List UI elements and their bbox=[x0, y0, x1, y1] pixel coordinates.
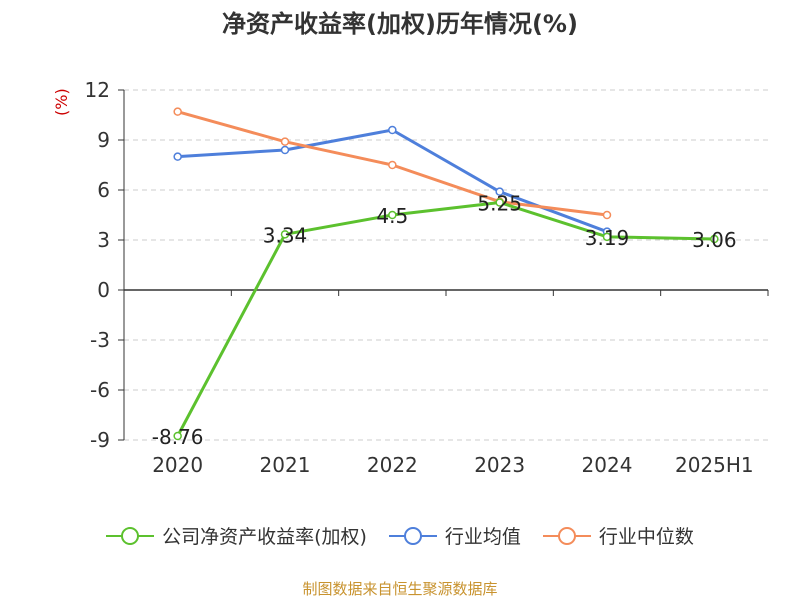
data-point bbox=[173, 431, 182, 441]
y-tick-label: 12 bbox=[85, 78, 110, 102]
series-line bbox=[176, 201, 715, 437]
grid-lines bbox=[124, 89, 768, 441]
data-point bbox=[173, 152, 182, 161]
data-point bbox=[495, 187, 504, 196]
source-note: 制图数据来自恒生聚源数据库 bbox=[302, 580, 498, 598]
y-tick-label: 0 bbox=[97, 278, 110, 302]
legend-label: 行业中位数 bbox=[598, 526, 694, 548]
legend-marker-icon bbox=[388, 526, 437, 545]
data-label: -8.76 bbox=[152, 425, 204, 449]
data-label: 4.5 bbox=[376, 204, 408, 228]
series-lines bbox=[173, 107, 719, 441]
legend-marker-icon bbox=[106, 526, 155, 545]
data-labels: -8.76 3.34 4.5 5.25 3.19 3.06 bbox=[152, 192, 737, 450]
legend-label: 公司净资产收益率(加权) bbox=[162, 526, 367, 548]
y-tick-label: 3 bbox=[97, 228, 110, 252]
chart-title: 净资产收益率(加权)历年情况(%) bbox=[222, 10, 578, 38]
data-point bbox=[173, 107, 182, 116]
x-tick-label: 2022 bbox=[367, 453, 418, 477]
data-point bbox=[388, 160, 397, 170]
data-point bbox=[388, 210, 397, 220]
legend: 公司净资产收益率(加权) 行业均值 行业中位数 bbox=[0, 522, 800, 549]
data-label: 5.25 bbox=[477, 192, 522, 216]
data-point bbox=[495, 198, 504, 207]
legend-item: 行业均值 bbox=[388, 522, 521, 549]
data-point bbox=[602, 210, 612, 220]
x-tick-label: 2023 bbox=[474, 453, 525, 477]
data-point bbox=[280, 230, 290, 239]
legend-item: 公司净资产收益率(加权) bbox=[106, 522, 367, 549]
data-point bbox=[602, 232, 612, 242]
axes: 12 9 6 3 0 -3 -6 -9 2020 2021 2022 2023 2024 2025H1 bbox=[85, 78, 769, 477]
x-tick-label: 2020 bbox=[152, 453, 203, 477]
data-point bbox=[388, 125, 397, 135]
legend-marker-icon bbox=[542, 526, 591, 545]
x-tick-label: 2024 bbox=[582, 453, 633, 477]
y-tick-label: -6 bbox=[90, 378, 110, 402]
x-tick-label: 2025H1 bbox=[675, 453, 754, 477]
data-label: 3.19 bbox=[585, 226, 630, 250]
y-tick-label: -9 bbox=[90, 428, 110, 452]
y-tick-label: -3 bbox=[90, 328, 110, 352]
x-tick-label: 2021 bbox=[260, 453, 311, 477]
data-point bbox=[280, 145, 290, 155]
legend-item: 行业中位数 bbox=[542, 522, 694, 549]
data-point bbox=[280, 137, 290, 146]
y-tick-label: 9 bbox=[97, 128, 110, 152]
y-tick-label: 6 bbox=[97, 178, 110, 202]
data-label: 3.06 bbox=[692, 228, 737, 252]
data-point bbox=[710, 234, 719, 244]
data-label: 3.34 bbox=[263, 223, 308, 247]
legend-label: 行业均值 bbox=[444, 526, 521, 548]
